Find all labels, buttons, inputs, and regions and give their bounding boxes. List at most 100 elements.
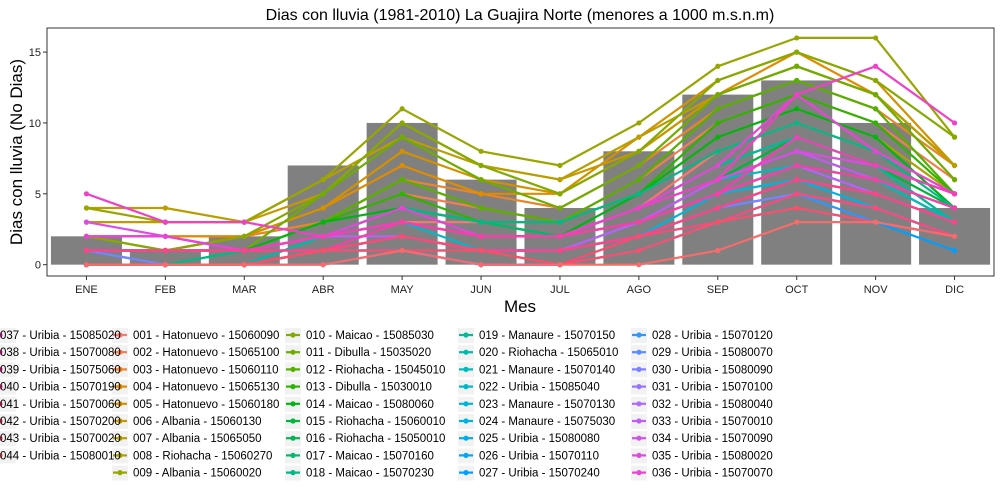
legend-item: 005 - Hatonuevo - 15060180 xyxy=(112,396,279,412)
y-axis: 0 5 10 15 xyxy=(29,47,47,272)
legend-label: 044 - Uribia - 15080010 xyxy=(0,450,121,462)
legend-item: 018 - Maicao - 15070230 xyxy=(285,465,434,481)
series-point xyxy=(794,205,800,211)
legend-key-point xyxy=(636,401,642,407)
series-point xyxy=(951,162,958,169)
series-point xyxy=(557,177,563,183)
series-point xyxy=(794,92,800,98)
legend-key-point xyxy=(0,332,3,338)
legend-label: 040 - Uribia - 15070190 xyxy=(0,382,121,394)
series-point xyxy=(320,247,326,254)
series-point xyxy=(557,191,563,197)
legend-label: 013 - Dibulla - 15030010 xyxy=(306,382,432,394)
legend-key-point xyxy=(463,452,469,458)
legend-key-point xyxy=(290,452,296,458)
legend-key-point xyxy=(0,366,3,372)
legend-item: 028 - Uribia - 15070120 xyxy=(631,328,773,343)
legend-label: 011 - Dibulla - 15035020 xyxy=(306,347,431,359)
legend-item: 033 - Uribia - 15070010 xyxy=(631,414,773,429)
series-point xyxy=(399,148,405,154)
series-point xyxy=(557,262,563,268)
legend-key-bg xyxy=(0,414,16,429)
series-point xyxy=(320,233,326,239)
legend-item: 012 - Riohacha - 15045010 xyxy=(285,362,445,378)
series-point xyxy=(951,191,958,197)
legend-item: 035 - Uribia - 15080020 xyxy=(631,448,773,464)
series-44 xyxy=(83,219,958,268)
series-point xyxy=(636,233,642,239)
x-tick-label: MAY xyxy=(391,284,415,296)
x-axis-title: Mes xyxy=(504,297,536,316)
legend-label: 032 - Uribia - 15080040 xyxy=(652,399,773,411)
series-point xyxy=(873,162,879,169)
legend-key-point xyxy=(117,384,123,390)
series-point xyxy=(873,191,879,197)
legend-item: 043 - Uribia - 15070020 xyxy=(0,431,121,447)
legend-item: 009 - Albania - 15060020 xyxy=(112,465,262,481)
series-point xyxy=(951,120,958,126)
legend-label: 006 - Albania - 15060130 xyxy=(133,416,262,428)
x-tick-label: JUL xyxy=(550,284,570,296)
series-point xyxy=(241,262,247,268)
legend-key-bg xyxy=(0,448,16,464)
series-point xyxy=(715,148,721,154)
legend-label: 005 - Hatonuevo - 15060180 xyxy=(133,399,279,411)
series-point xyxy=(83,219,90,225)
legend-key-point xyxy=(290,384,296,390)
series-point xyxy=(399,247,405,254)
legend-key-bg xyxy=(0,431,16,447)
legend-key-point xyxy=(117,332,123,338)
y-tick-label: 10 xyxy=(29,118,41,130)
series-point xyxy=(557,233,563,239)
legend-label: 019 - Manaure - 15070150 xyxy=(479,330,615,342)
legend-label: 020 - Riohacha - 15065010 xyxy=(479,347,618,359)
lines-layer xyxy=(83,35,958,268)
series-line xyxy=(86,178,955,252)
x-tick-label: ENE xyxy=(75,284,98,296)
legend-label: 043 - Uribia - 15070020 xyxy=(0,433,121,445)
legend-label: 042 - Uribia - 15070200 xyxy=(0,416,121,428)
x-tick-label: AGO xyxy=(627,284,652,296)
series-point xyxy=(162,233,168,239)
legend-item: 001 - Hatonuevo - 15060090 xyxy=(112,328,279,343)
series-point xyxy=(478,191,484,197)
series-point xyxy=(636,177,642,183)
series-point xyxy=(320,262,326,268)
x-tick-label: ABR xyxy=(312,284,335,296)
series-point xyxy=(794,177,800,183)
series-point xyxy=(399,219,405,225)
series-point xyxy=(873,219,879,225)
series-point xyxy=(951,219,958,225)
series-point xyxy=(636,162,642,169)
legend-label: 001 - Hatonuevo - 15060090 xyxy=(133,330,279,342)
series-point xyxy=(83,247,90,254)
legend-item: 039 - Uribia - 15075060 xyxy=(0,362,121,378)
legend-item: 032 - Uribia - 15080040 xyxy=(631,396,773,412)
legend-key-point xyxy=(117,349,123,355)
legend-item: 013 - Dibulla - 15030010 xyxy=(285,379,432,395)
legend-key-point xyxy=(117,401,123,407)
legend-key-point xyxy=(636,470,642,476)
legend-item: 003 - Hatonuevo - 15060110 xyxy=(112,362,279,378)
legend-label: 012 - Riohacha - 15045010 xyxy=(306,364,445,376)
series-point xyxy=(951,134,958,140)
legend-label: 035 - Uribia - 15080020 xyxy=(652,450,773,462)
legend-label: 031 - Uribia - 15070100 xyxy=(652,382,773,394)
legend-label: 039 - Uribia - 15075060 xyxy=(0,364,121,376)
series-point xyxy=(636,148,642,154)
legend-key-point xyxy=(636,384,642,390)
series-point xyxy=(320,205,326,211)
x-tick-label: OCT xyxy=(785,284,809,296)
legend-key-point xyxy=(117,435,123,441)
series-point xyxy=(715,106,721,112)
legend-label: 021 - Manaure - 15070140 xyxy=(479,364,615,376)
legend-item: 016 - Riohacha - 15050010 xyxy=(285,431,445,447)
series-point xyxy=(320,191,326,197)
series-point xyxy=(794,77,800,84)
legend-key-point xyxy=(636,332,642,338)
legend-label: 010 - Maicao - 15085030 xyxy=(306,330,434,342)
legend-label: 033 - Uribia - 15070010 xyxy=(652,416,773,428)
series-point xyxy=(794,162,800,169)
series-point xyxy=(478,148,484,154)
